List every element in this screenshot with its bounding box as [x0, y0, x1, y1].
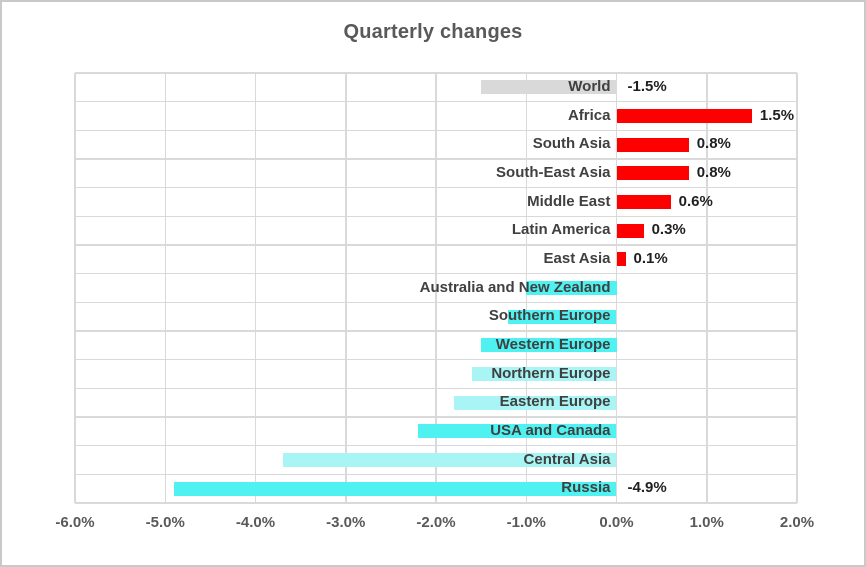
- bar: [481, 80, 617, 95]
- category-label: Eastern Europe: [499, 393, 611, 411]
- bar: [417, 424, 617, 439]
- data-label: 0.6%: [678, 192, 713, 210]
- gridline-horizontal: [75, 215, 797, 218]
- bar: [616, 166, 689, 181]
- data-label: 0.1%: [633, 250, 668, 267]
- data-label: 0.8%: [696, 135, 731, 153]
- gridline-vertical: [164, 73, 166, 503]
- category-label: Southern Europe: [488, 307, 611, 325]
- gridline-horizontal: [75, 272, 797, 275]
- category-label: Latin America: [511, 221, 611, 239]
- bar: [616, 223, 644, 238]
- bar: [616, 195, 671, 209]
- gridline-vertical: [706, 73, 708, 503]
- gridline-horizontal: [75, 129, 797, 132]
- gridline-horizontal: [75, 416, 797, 418]
- x-tick-label: 0.0%: [599, 514, 634, 531]
- gridline-horizontal: [75, 387, 797, 390]
- data-label: -4.9%: [627, 479, 667, 497]
- category-label: Australia and New Zealand: [419, 278, 611, 296]
- bar: [454, 395, 617, 410]
- x-tick-label: -4.0%: [235, 514, 276, 531]
- category-label: East Asia: [543, 250, 611, 267]
- bar: [616, 252, 626, 267]
- category-label: South-East Asia: [496, 164, 611, 181]
- bar: [616, 137, 689, 152]
- bar: [174, 481, 617, 496]
- gridline-vertical: [796, 73, 798, 503]
- bar: [508, 309, 617, 324]
- gridline-horizontal: [75, 330, 797, 332]
- bar: [526, 281, 617, 295]
- plot-area: World -1.5% Africa 1.5% South Asia 0.8% South-…: [74, 72, 798, 504]
- gridline-horizontal: [75, 244, 797, 246]
- gridline-vertical: [345, 73, 347, 503]
- gridline-vertical: [254, 73, 257, 503]
- x-tick-label: -5.0%: [145, 514, 185, 531]
- category-label: South Asia: [532, 135, 611, 153]
- data-label: 0.3%: [651, 221, 686, 239]
- gridline-horizontal: [75, 301, 797, 304]
- x-tick-label: -3.0%: [326, 514, 366, 531]
- category-label: USA and Canada: [490, 422, 611, 439]
- data-label: -1.5%: [627, 78, 667, 95]
- chart-title: Quarterly changes: [343, 21, 523, 43]
- x-tick-label: -1.0%: [506, 514, 546, 531]
- category-label: Central Asia: [523, 450, 611, 468]
- bar: [472, 367, 617, 381]
- gridline-vertical: [74, 73, 76, 503]
- data-label: 1.5%: [759, 106, 795, 124]
- gridline-horizontal: [75, 186, 797, 189]
- data-label: 0.8%: [696, 164, 731, 181]
- gridline-horizontal: [75, 502, 797, 504]
- category-label: Northern Europe: [491, 364, 611, 382]
- gridline-horizontal: [75, 72, 797, 74]
- gridline-horizontal: [75, 158, 797, 160]
- category-label: Western Europe: [495, 336, 611, 353]
- gridline-vertical: [615, 73, 618, 503]
- x-tick-label: 1.0%: [689, 514, 724, 531]
- x-tick-label: -2.0%: [416, 514, 456, 531]
- gridline-horizontal: [75, 473, 797, 476]
- gridline-horizontal: [75, 100, 797, 103]
- gridline-horizontal: [75, 358, 797, 361]
- category-label: Africa: [567, 106, 611, 124]
- gridline-vertical: [435, 73, 437, 503]
- x-tick-label: -6.0%: [55, 514, 95, 531]
- category-label: Middle East: [527, 192, 611, 210]
- bar: [616, 109, 752, 123]
- category-label: Russia: [561, 479, 611, 497]
- bar: [481, 338, 617, 353]
- gridline-horizontal: [75, 444, 797, 447]
- x-axis: -6.0% -5.0% -4.0% -3.0% -2.0% -1.0% 0.0% 1.0% 2.…: [55, 509, 814, 537]
- bar: [282, 453, 617, 467]
- category-label: World: [568, 78, 611, 95]
- x-tick-label: 2.0%: [779, 514, 815, 531]
